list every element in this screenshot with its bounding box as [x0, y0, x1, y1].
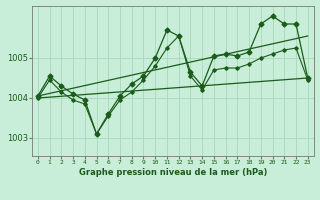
- X-axis label: Graphe pression niveau de la mer (hPa): Graphe pression niveau de la mer (hPa): [79, 168, 267, 177]
